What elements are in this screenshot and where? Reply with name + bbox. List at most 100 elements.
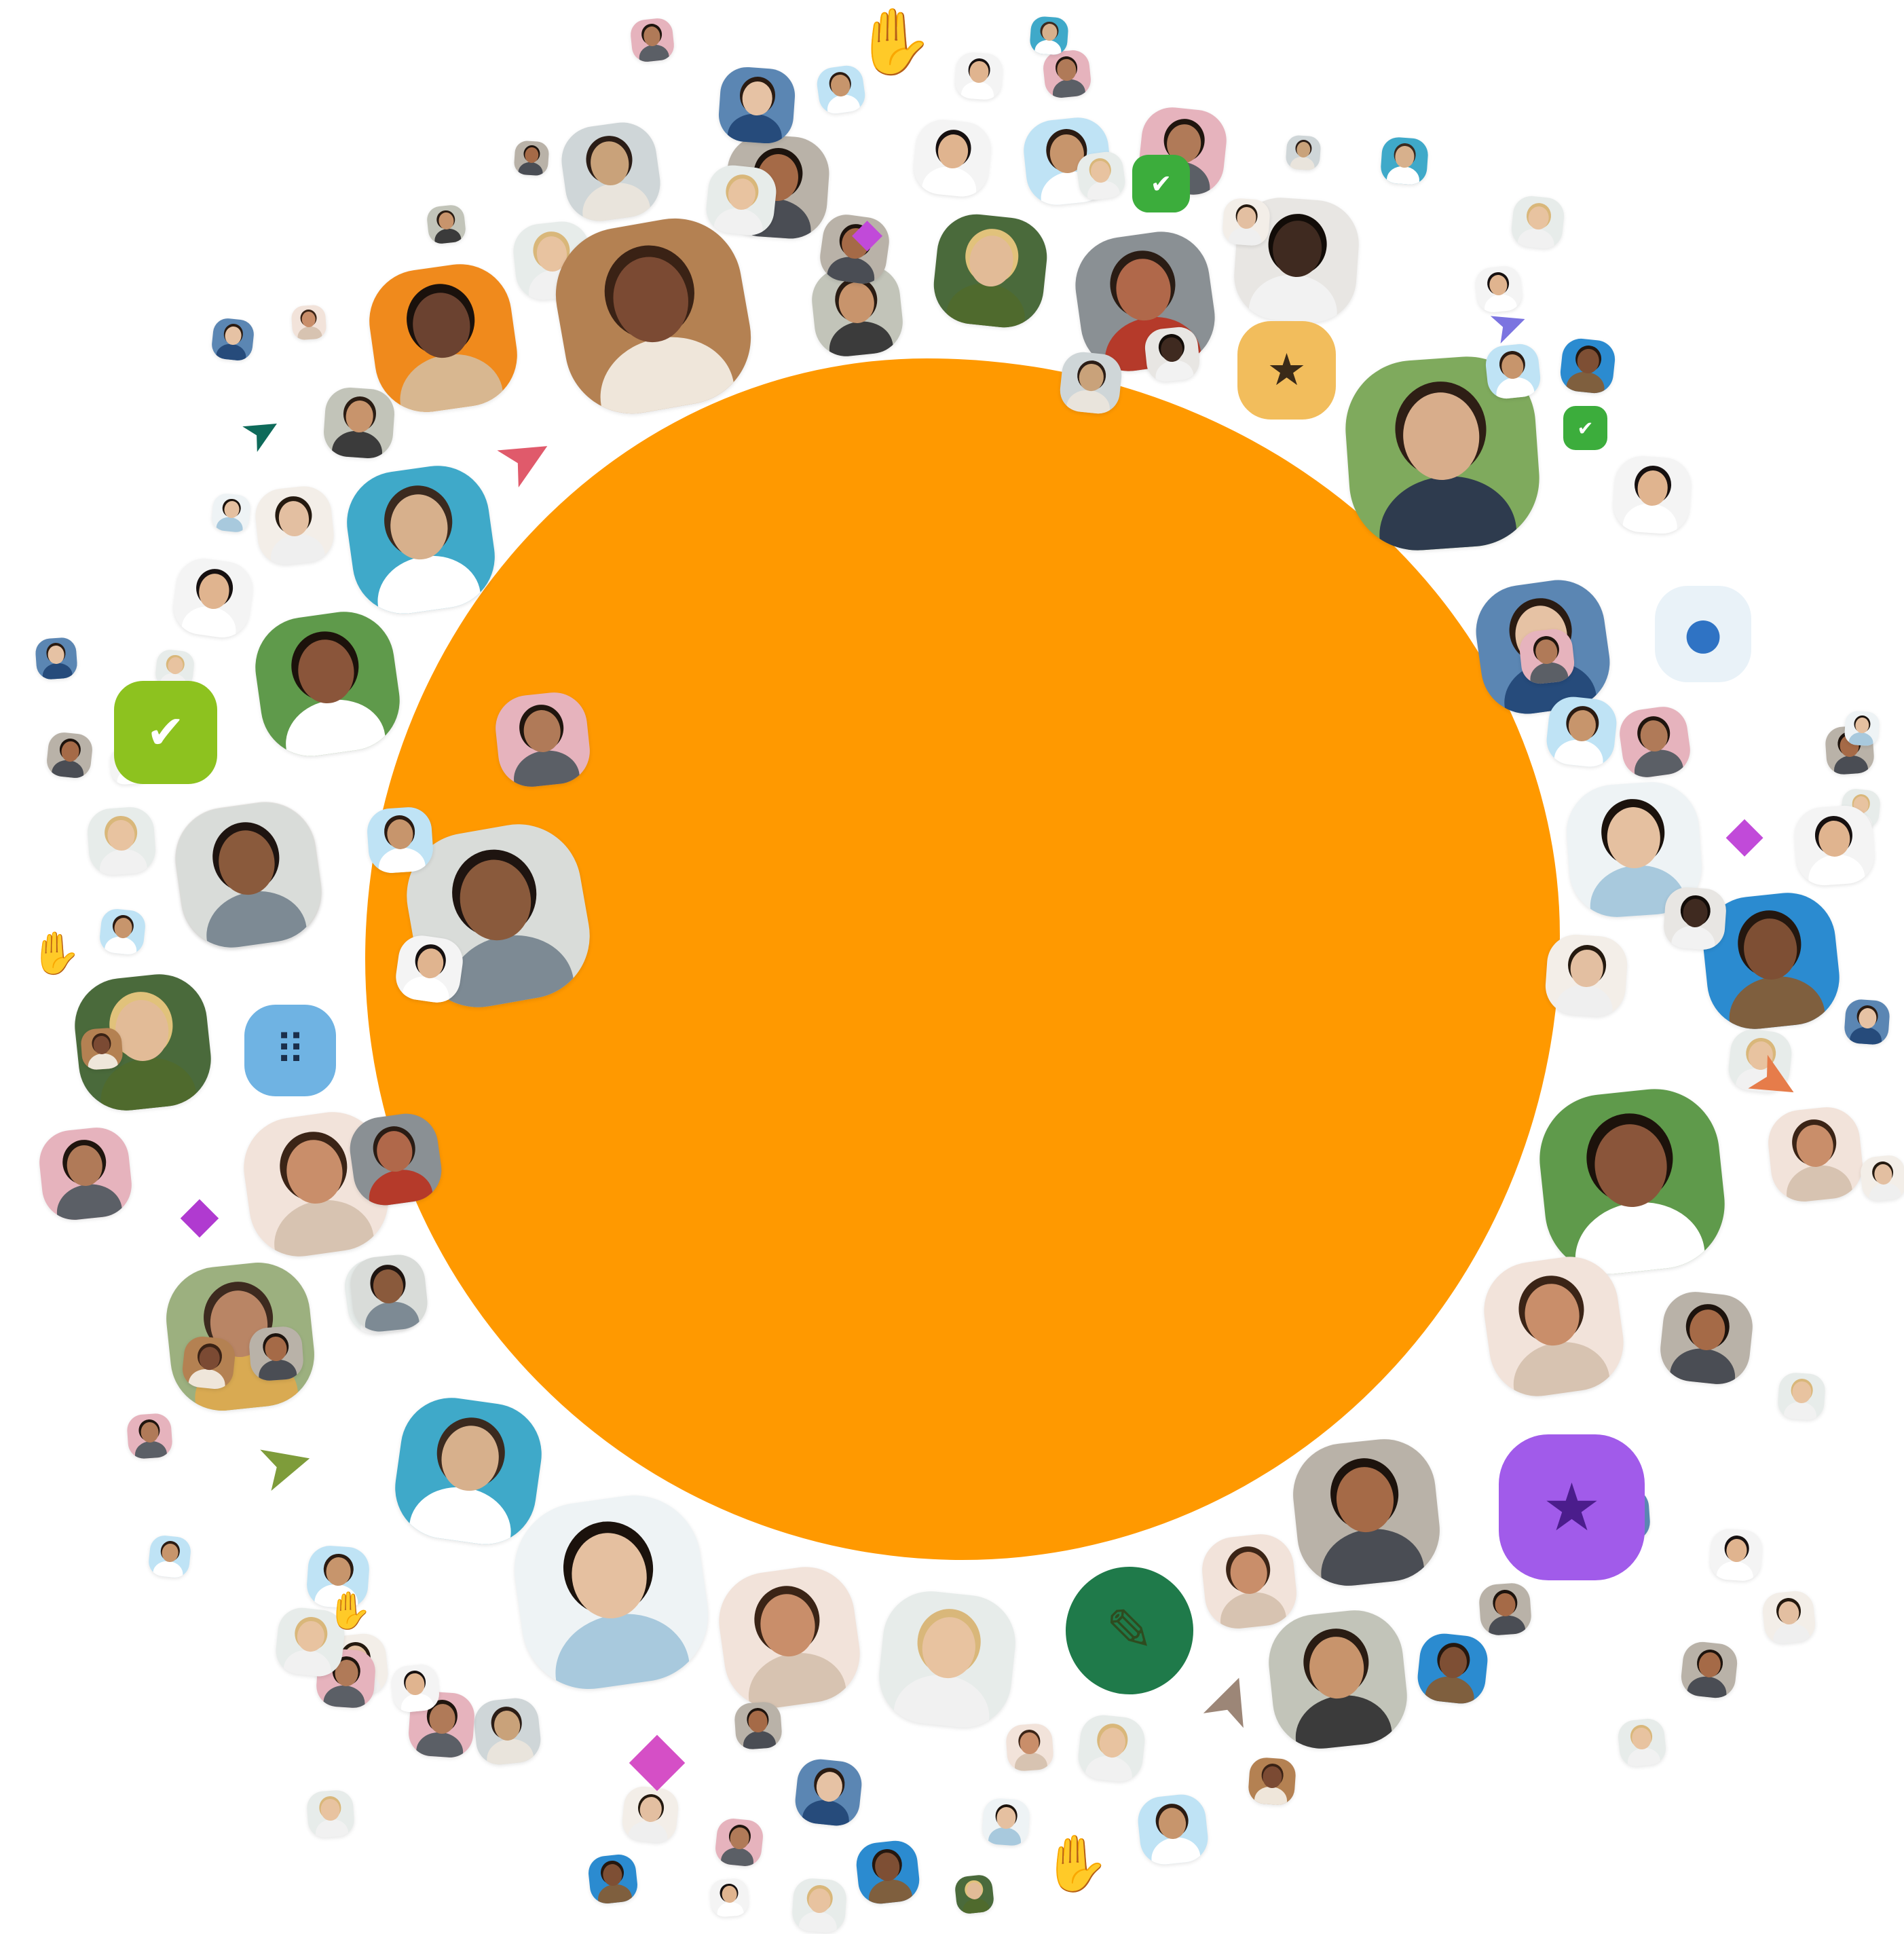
gem-icon: ◆ <box>629 1714 686 1800</box>
verified-badge-icon: ✔ <box>1563 406 1607 450</box>
avatar <box>629 16 676 64</box>
avatar <box>1478 1582 1533 1637</box>
waving-hand-icon: ✋ <box>1041 1831 1110 1896</box>
arrow-icon: ➤ <box>481 409 569 505</box>
avatar <box>1058 350 1124 416</box>
avatar <box>513 140 550 176</box>
avatar <box>1247 1756 1297 1806</box>
avatar <box>1859 1153 1904 1203</box>
avatar <box>911 117 994 200</box>
avatar <box>1544 694 1619 769</box>
avatar <box>36 1124 135 1223</box>
avatar <box>1843 998 1891 1046</box>
avatar <box>388 1391 548 1551</box>
avatar <box>210 317 255 362</box>
drop-badge-icon: ● <box>1655 586 1751 682</box>
avatar <box>147 1534 192 1579</box>
avatar <box>586 1853 639 1905</box>
avatar <box>1844 710 1880 747</box>
avatar <box>1793 804 1876 887</box>
avatar <box>1533 1082 1732 1281</box>
avatar <box>506 1487 717 1698</box>
avatar <box>210 492 252 534</box>
avatar <box>557 117 665 226</box>
avatar <box>1076 1713 1147 1784</box>
avatar <box>253 483 337 568</box>
arrow-icon: ➤ <box>1182 1660 1275 1741</box>
waving-hand-icon: ✋ <box>326 1589 373 1632</box>
avatar <box>248 1325 305 1382</box>
avatar <box>1518 627 1576 686</box>
avatar <box>305 1789 356 1839</box>
avatar <box>322 386 396 460</box>
avatar <box>793 1757 864 1828</box>
avatar <box>1029 16 1069 56</box>
avatar <box>874 1586 1020 1732</box>
avatar <box>1075 149 1127 202</box>
waving-hand-icon: ✋ <box>854 5 935 79</box>
avatar <box>170 555 257 641</box>
avatar <box>45 730 94 780</box>
avatar <box>929 210 1051 332</box>
avatar <box>704 163 779 238</box>
avatar <box>348 1252 430 1335</box>
avatar <box>1679 1640 1739 1700</box>
avatar <box>1544 933 1629 1018</box>
avatar <box>340 459 502 620</box>
avatar <box>472 1696 543 1767</box>
avatar <box>1558 337 1617 395</box>
avatar <box>1616 1717 1668 1768</box>
avatar <box>365 805 435 875</box>
avatar <box>1143 325 1201 384</box>
star-badge-icon: ★ <box>1237 321 1336 420</box>
avatar <box>34 636 79 681</box>
avatar <box>126 1412 174 1460</box>
avatar <box>492 689 593 790</box>
avatar <box>1662 885 1728 952</box>
avatar <box>713 1561 866 1714</box>
arrow-icon: ➤ <box>231 398 292 464</box>
avatar <box>733 1700 783 1751</box>
avatar <box>1199 1531 1300 1632</box>
verified-badge-icon: ✔ <box>1132 155 1190 212</box>
avatar <box>1415 1631 1490 1706</box>
gem-icon: ◆ <box>851 209 883 256</box>
avatar <box>713 1817 765 1868</box>
avatar <box>954 1874 995 1915</box>
gem-icon: ◆ <box>180 1185 219 1244</box>
gem-icon: ◆ <box>1725 805 1763 862</box>
avatar <box>791 1877 848 1934</box>
avatar <box>79 1026 124 1071</box>
avatar <box>1041 48 1093 100</box>
avatar <box>709 1878 749 1918</box>
avatar <box>98 907 147 956</box>
grid-badge-icon: ⠿ <box>244 1005 336 1096</box>
avatar <box>1616 703 1694 781</box>
avatar <box>181 1335 237 1391</box>
avatar <box>426 204 467 245</box>
avatar <box>291 304 327 341</box>
avatar <box>1761 1589 1817 1645</box>
pencil-badge-icon: ✎ <box>1066 1567 1193 1694</box>
avatar <box>1657 1288 1756 1388</box>
avatar <box>1379 136 1430 186</box>
avatar <box>1136 1792 1210 1867</box>
avatar <box>390 1662 441 1714</box>
star-badge-icon: ★ <box>1499 1434 1645 1580</box>
avatar <box>1288 1434 1445 1591</box>
avatar <box>954 51 1004 101</box>
avatar <box>854 1838 922 1906</box>
avatar <box>1776 1371 1827 1421</box>
avatar <box>346 1109 446 1210</box>
avatar <box>1611 454 1693 536</box>
avatar <box>86 805 157 877</box>
avatar <box>717 65 797 145</box>
avatar <box>362 257 524 419</box>
avatar <box>1221 197 1271 247</box>
avatar <box>1264 1605 1412 1753</box>
avatar <box>1005 1722 1055 1772</box>
arrow-icon: ➤ <box>248 1417 322 1508</box>
waving-hand-icon: ✋ <box>30 929 81 978</box>
verified-badge-icon: ✔ <box>114 681 217 784</box>
